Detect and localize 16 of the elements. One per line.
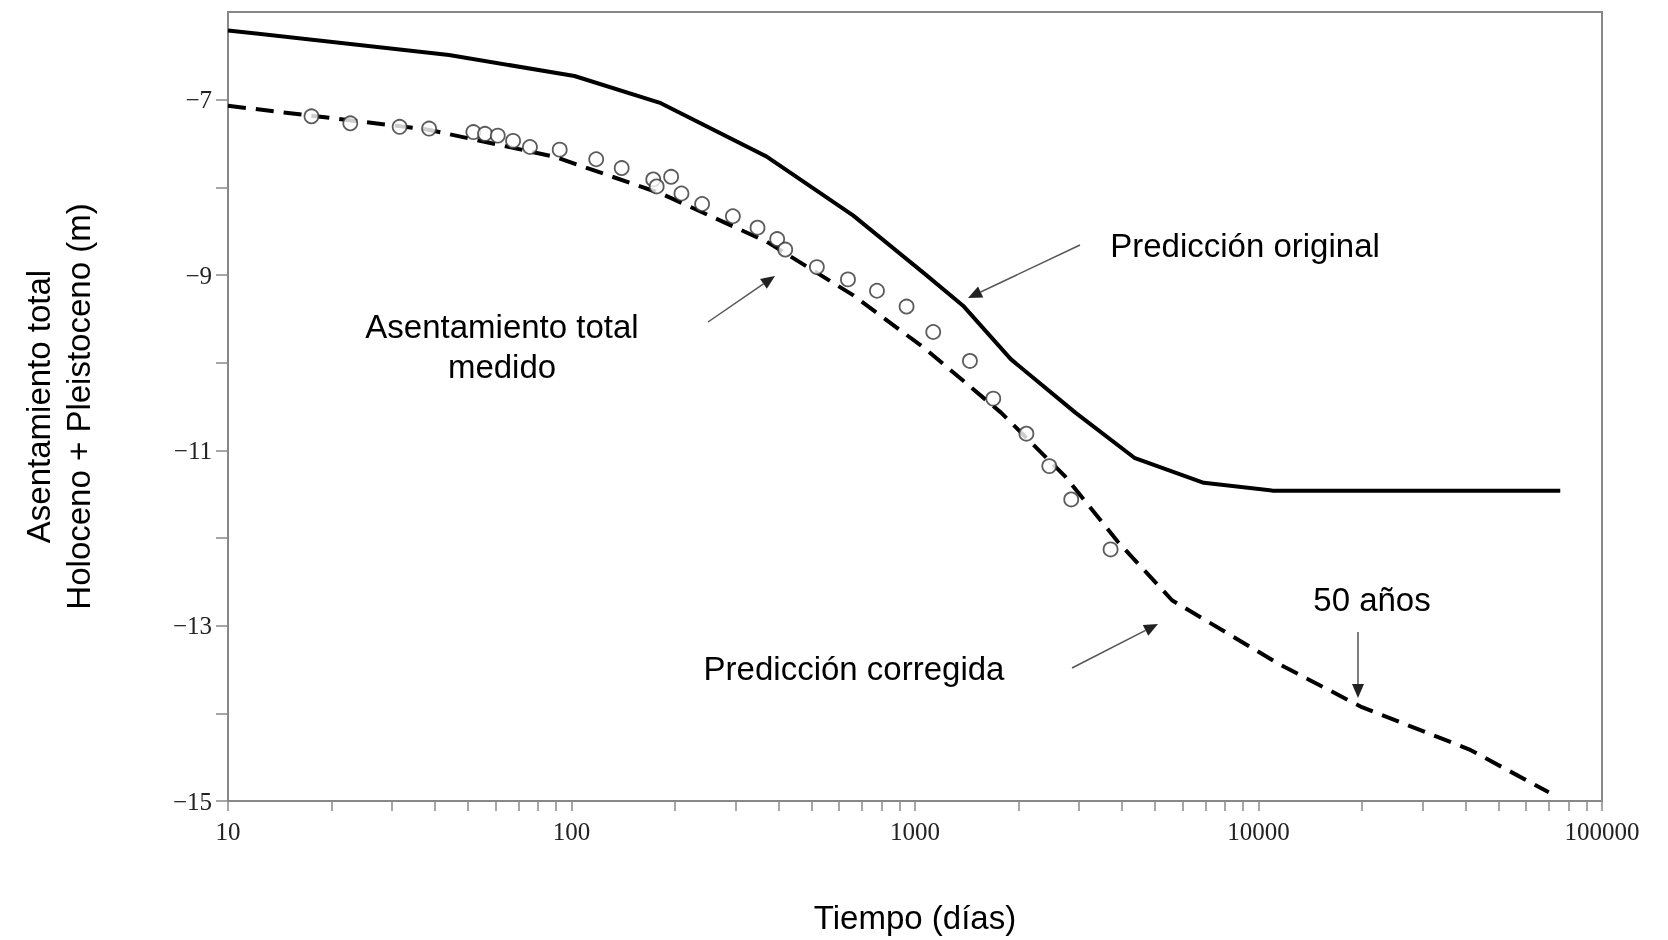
- x-tick-label: 100: [552, 818, 591, 845]
- x-tick-label: 10: [215, 818, 241, 845]
- annotation: Predicción corregida: [703, 649, 1006, 687]
- y-tick-label: −9: [185, 261, 212, 289]
- annotation: Predicción original: [1110, 226, 1380, 264]
- x-tick-label: 1000: [890, 818, 940, 845]
- y-tick-label: −13: [172, 612, 212, 640]
- annotation: Asentamiento total medido: [365, 307, 639, 385]
- x-tick-label: 10000: [1227, 818, 1290, 845]
- y-axis-title: Asentamiento total Holoceno + Pleistoceno (m): [19, 203, 97, 610]
- x-axis-title: Tiempo (días): [813, 899, 1017, 936]
- annotation: 50 años: [1313, 580, 1431, 618]
- x-tick-label: 100000: [1564, 818, 1640, 845]
- y-tick-label: −15: [172, 787, 212, 815]
- y-tick-label: −7: [185, 86, 212, 114]
- y-tick-label: −11: [173, 436, 212, 464]
